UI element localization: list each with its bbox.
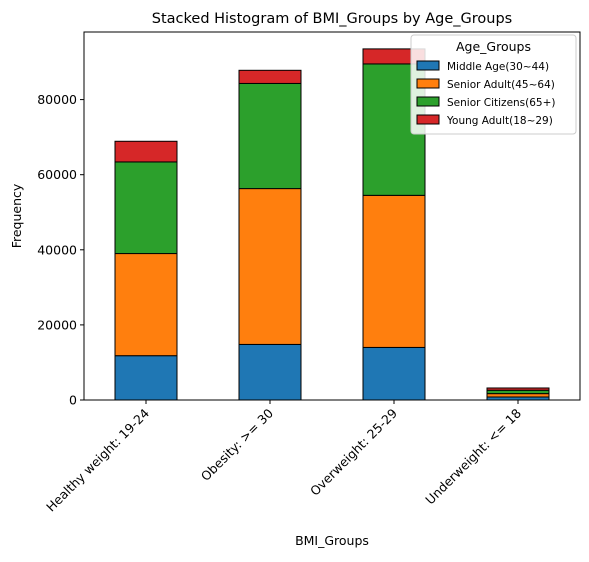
x-tick-label: Underweight: <= 18 <box>422 405 524 507</box>
legend-swatch <box>416 114 440 125</box>
bar-segment <box>486 387 550 391</box>
legend-label: Young Adult(18~29) <box>446 115 553 127</box>
bars-layer <box>114 48 550 401</box>
bar-segment <box>238 188 302 345</box>
legend-label: Middle Age(30~44) <box>447 61 549 73</box>
legend: Age_Groups Middle Age(30~44) Senior Adult(… <box>410 34 577 135</box>
bar-segment <box>114 355 178 401</box>
y-tick-label: 0 <box>69 393 77 408</box>
legend-swatch <box>416 78 440 89</box>
bar-segment <box>486 393 550 398</box>
legend-swatch <box>416 96 440 107</box>
legend-label: Senior Adult(45~64) <box>447 79 555 91</box>
bar-segment <box>238 69 302 84</box>
x-tick-label: Healthy weight: 19-24 <box>43 405 152 514</box>
bar-segment <box>238 343 302 401</box>
legend-label: Senior Citizens(65+) <box>447 97 556 109</box>
x-tick-label: Obesity: >= 30 <box>198 405 276 483</box>
bar-segment <box>362 194 426 348</box>
bar-segment <box>362 346 426 401</box>
bar-segment <box>114 161 178 255</box>
plot-frame <box>83 31 581 401</box>
bar-segment <box>114 140 178 163</box>
y-tick-label: 80000 <box>37 92 77 107</box>
x-axis-label: BMI_Groups <box>295 533 369 548</box>
y-tick-label: 20000 <box>37 317 77 332</box>
legend-swatch <box>416 60 440 71</box>
legend-box <box>410 34 577 135</box>
bar-segment <box>486 389 550 395</box>
legend-title: Age_Groups <box>456 39 531 54</box>
y-tick-label: 60000 <box>37 167 77 182</box>
x-tick-label: Overweight: 25-29 <box>307 405 400 498</box>
y-tick-label: 40000 <box>37 242 77 257</box>
y-axis-label: Frequency <box>9 183 24 248</box>
chart-title: Stacked Histogram of BMI_Groups by Age_G… <box>152 11 512 27</box>
bar-segment <box>238 82 302 190</box>
bar-segment <box>114 253 178 357</box>
